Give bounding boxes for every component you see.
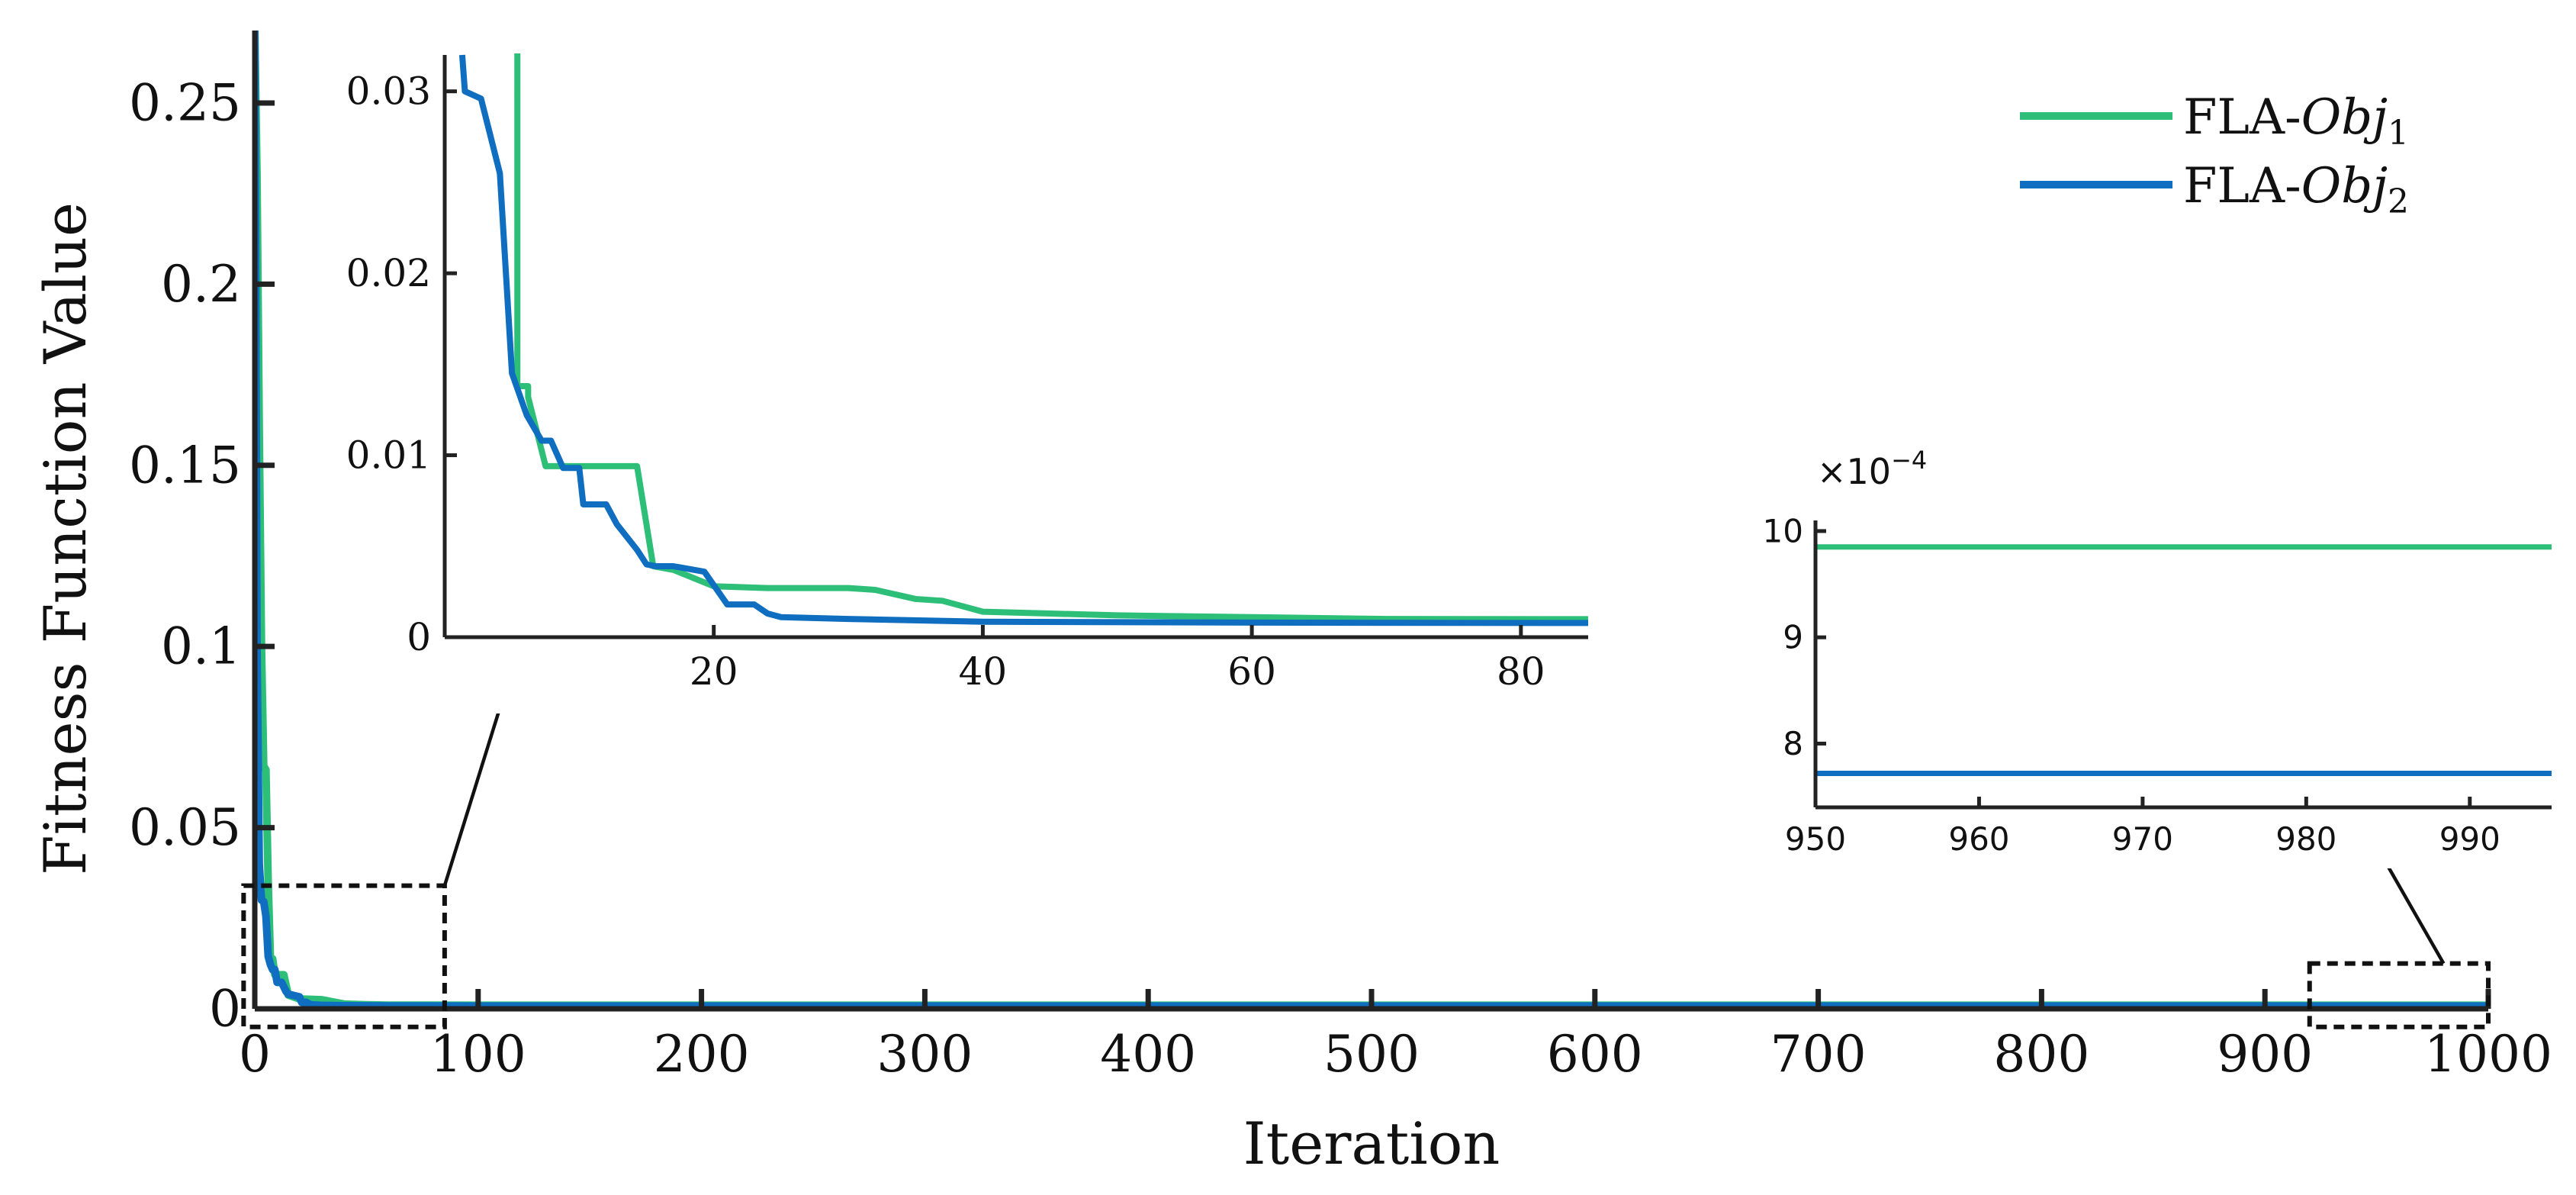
legend-entry-prefix: FLA- xyxy=(2183,158,2301,214)
inset-late-background xyxy=(1747,452,2559,868)
inset-early-x-tick-label: 80 xyxy=(1497,649,1545,694)
inset-early-y-tick-label: 0.01 xyxy=(346,433,431,478)
inset-late-x-tick-label: 950 xyxy=(1785,820,1846,858)
legend-entry-obj1: FLA-Obj1 xyxy=(2183,89,2409,153)
main-x-tick-label: 100 xyxy=(430,1025,526,1084)
inset-early-axes: 20 40 60 80 0 0.01 0.02 0.03 xyxy=(338,47,1596,713)
main-y-tick-label: 0 xyxy=(209,980,241,1039)
main-x-tick-label: 500 xyxy=(1323,1025,1420,1084)
legend-entry-math: Obj xyxy=(2301,158,2388,214)
main-x-tick-label: 800 xyxy=(1993,1025,2089,1084)
main-y-tick-label: 0.05 xyxy=(129,798,241,857)
inset-late-y-multiplier-base: ×10 xyxy=(1817,451,1891,492)
inset-late-x-tick-label: 970 xyxy=(2112,820,2173,858)
legend-entry-prefix: FLA- xyxy=(2183,89,2301,146)
main-axes: 0 100 200 300 400 500 600 700 800 900 100000.050.1… xyxy=(31,30,2552,1177)
main-y-tick-label: 0.2 xyxy=(161,255,241,314)
main-x-tick-label: 200 xyxy=(654,1025,750,1084)
inset-early-y-tick-label: 0 xyxy=(407,615,431,659)
main-x-tick-label: 1000 xyxy=(2424,1025,2552,1084)
main-x-tick-label: 300 xyxy=(876,1025,973,1084)
zoom-box-inset-early xyxy=(241,883,447,1029)
y-axis-title: Fitness Function Value xyxy=(31,202,99,875)
inset-early-x-tick-label: 40 xyxy=(959,649,1008,694)
main-x-tick-label: 600 xyxy=(1547,1025,1643,1084)
inset-late-x-tick-label: 990 xyxy=(2439,820,2500,858)
main-x-tick-label: 400 xyxy=(1100,1025,1196,1084)
legend-entry-obj2: FLA-Obj2 xyxy=(2183,158,2409,221)
inset-early-background xyxy=(338,47,1596,713)
main-x-tick-label: 0 xyxy=(239,1025,271,1084)
main-x-tick-label: 700 xyxy=(1770,1025,1867,1084)
inset-late-y-multiplier-exponent: −4 xyxy=(1891,446,1927,475)
legend-entry-subscript: 2 xyxy=(2388,182,2409,221)
inset-early-y-tick-label: 0.03 xyxy=(346,69,431,114)
inset-late-axes: 950 960 970 980 990 8 9 10 ×10−4 xyxy=(1747,446,2559,868)
main-y-tick-label: 0.25 xyxy=(129,73,241,132)
zoom-box-inset-late xyxy=(2307,961,2491,1029)
main-y-tick-label: 0.1 xyxy=(161,617,241,676)
legend-entry-subscript: 1 xyxy=(2388,114,2409,153)
x-axis-title: Iteration xyxy=(1243,1110,1500,1177)
inset-early-series-line-obj1 xyxy=(514,53,1589,623)
inset-early-x-tick-label: 60 xyxy=(1227,649,1276,694)
inset-late-y-tick-label: 9 xyxy=(1783,619,1803,656)
inset-late-y-tick-label: 8 xyxy=(1783,725,1803,762)
inset-early-y-tick-label: 0.02 xyxy=(346,251,431,295)
main-series-line-obj2 xyxy=(255,30,2488,1009)
inset-late-x-tick-label: 960 xyxy=(1948,820,2009,858)
inset-late-y-multiplier: ×10−4 xyxy=(1817,446,1927,492)
inset-early-series-line-obj2 xyxy=(458,54,1589,626)
inset-late-x-tick-label: 980 xyxy=(2275,820,2336,858)
main-x-tick-label: 900 xyxy=(2217,1025,2313,1084)
main-y-tick-label: 0.15 xyxy=(129,436,241,494)
legend-entry-math: Obj xyxy=(2301,89,2388,146)
inset-late-y-tick-label: 10 xyxy=(1763,512,1803,549)
inset-early-x-tick-label: 20 xyxy=(690,649,738,694)
